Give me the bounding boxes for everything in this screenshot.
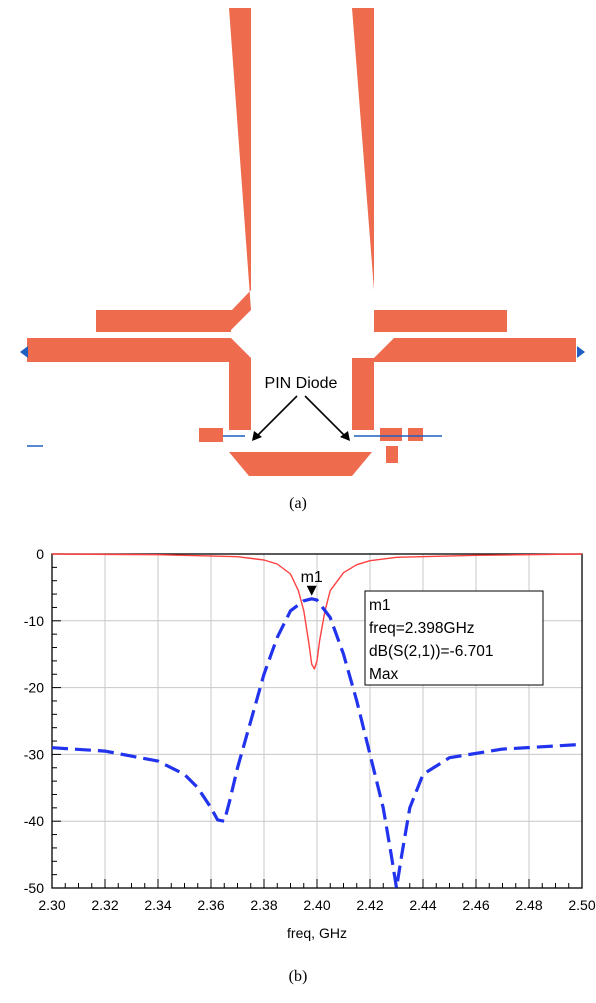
readout-line-1: m1	[369, 597, 391, 614]
readout-line-3: dB(S(2,1))=-6.701	[369, 643, 494, 660]
ports	[20, 346, 585, 447]
series-line-2	[51, 597, 583, 890]
x-tick-label: 2.44	[409, 897, 436, 913]
caption-b: (b)	[288, 968, 308, 985]
y-tick-label: -10	[24, 613, 44, 629]
x-tick-label: 2.48	[515, 897, 542, 913]
readout-line-4: Max	[369, 666, 399, 683]
right-lower-arm	[352, 338, 576, 430]
arrow-right-head	[340, 431, 350, 441]
right-pad-3	[386, 446, 398, 463]
right-pad-1	[380, 428, 402, 441]
antenna-layout: PIN Diode	[20, 8, 585, 476]
port-right-icon	[577, 346, 585, 358]
x-tick-label: 2.40	[303, 897, 330, 913]
x-tick-label: 2.30	[38, 897, 65, 913]
x-tick-label: 2.32	[91, 897, 118, 913]
y-tick-label: -50	[24, 880, 44, 896]
right-stem	[352, 8, 507, 332]
y-tick-label: 0	[36, 546, 44, 562]
series-group	[51, 553, 583, 890]
pin-diode-label: PIN Diode	[265, 375, 338, 392]
x-tick-label: 2.38	[250, 897, 277, 913]
marker-triangle-icon	[306, 585, 317, 596]
arrow-left-head	[252, 431, 262, 441]
series-line-1	[51, 553, 583, 670]
x-tick-label: 2.46	[462, 897, 489, 913]
y-tick-label: -40	[24, 813, 44, 829]
left-pad	[199, 428, 223, 442]
right-upper-arm	[374, 310, 507, 332]
arrow-right	[304, 395, 346, 437]
marker-readout-box: m1 freq=2.398GHz dB(S(2,1))=-6.701 Max	[364, 590, 544, 686]
readout-line-2: freq=2.398GHz	[369, 620, 475, 637]
bottom-trapezoid	[229, 452, 372, 476]
y-tick-labels: 0 -10 -20 -30 -40 -50	[24, 546, 44, 896]
caption-a: (a)	[289, 495, 307, 512]
conductor-traces	[27, 8, 576, 476]
marker-label: m1	[301, 569, 323, 586]
left-lower-arm	[27, 338, 251, 430]
x-axis-label: freq, GHz	[287, 925, 347, 941]
x-tick-label: 2.50	[568, 897, 595, 913]
x-tick-labels: 2.30 2.32 2.34 2.36 2.38 2.40 2.42 2.44 2.46 2.48…	[38, 897, 595, 913]
y-tick-label: -30	[24, 746, 44, 762]
readout-frame	[364, 590, 544, 686]
arrow-left	[256, 395, 298, 437]
left-upper-arm	[96, 310, 231, 332]
marker-m1: m1	[301, 569, 323, 596]
left-stem	[96, 8, 251, 332]
x-tick-label: 2.34	[144, 897, 171, 913]
y-tick-label: -20	[24, 680, 44, 696]
right-pad-2	[408, 428, 423, 441]
x-tick-label: 2.42	[356, 897, 383, 913]
port-left-icon	[20, 346, 28, 358]
diode-annotation: PIN Diode	[252, 375, 350, 441]
x-tick-label: 2.36	[197, 897, 224, 913]
